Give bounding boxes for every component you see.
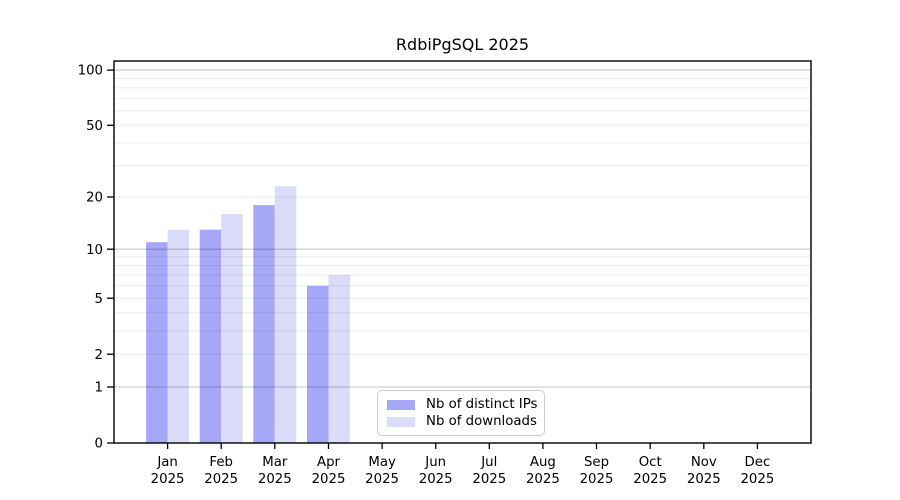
x-tick-label-month: Feb [209, 455, 233, 470]
x-tick-label-month: Jan [156, 455, 178, 470]
x-tick-label-year: 2025 [633, 472, 667, 487]
x-tick-label-month: Dec [745, 455, 771, 470]
x-tick-label-month: Mar [262, 455, 288, 470]
y-tick-label: 1 [95, 381, 103, 396]
x-tick-label-month: Sep [584, 455, 609, 470]
x-tick-label-year: 2025 [472, 472, 506, 487]
x-tick-label-year: 2025 [258, 472, 292, 487]
x-tick-label-month: Nov [691, 455, 717, 470]
bar-downloads-jan [167, 229, 190, 443]
x-tick-label-month: Oct [639, 455, 662, 470]
bar-downloads-apr [328, 275, 350, 443]
bar-distinct-ips-feb [199, 229, 222, 443]
plot-border [113, 60, 812, 444]
y-tick-label: 5 [95, 292, 103, 307]
chart-title: RdbiPgSQL 2025 [395, 35, 530, 54]
x-tick-label-month: Aug [530, 455, 556, 470]
x-tick-label-year: 2025 [151, 472, 185, 487]
bar-downloads-feb [221, 214, 243, 443]
bar-distinct-ips-jan [146, 242, 168, 443]
x-tick-label-year: 2025 [580, 472, 614, 487]
x-tick-label-year: 2025 [419, 472, 453, 487]
x-tick-label-year: 2025 [312, 472, 346, 487]
y-tick-label: 100 [78, 64, 103, 79]
legend-swatch-downloads [387, 416, 415, 427]
x-tick-label-year: 2025 [526, 472, 560, 487]
x-tick-label-year: 2025 [204, 472, 238, 487]
bar-distinct-ips-apr [307, 285, 329, 443]
legend-item-distinct-ips: Nb of distinct IPs [387, 396, 538, 413]
y-tick-label: 2 [95, 348, 103, 363]
y-tick-label: 20 [86, 191, 103, 206]
x-tick-label-month: May [368, 455, 396, 470]
x-tick-label-year: 2025 [687, 472, 721, 487]
x-tick-label-month: Jul [480, 455, 497, 470]
y-tick-label: 10 [86, 243, 103, 258]
x-tick-label-month: Apr [317, 455, 341, 470]
legend-label-downloads: Nb of downloads [426, 414, 537, 429]
legend: Nb of distinct IPs Nb of downloads [377, 390, 545, 436]
x-tick-label-month: Jun [424, 455, 446, 470]
legend-item-downloads: Nb of downloads [387, 413, 537, 430]
legend-swatch-distinct-ips [387, 399, 415, 410]
x-tick-label-year: 2025 [740, 472, 774, 487]
bar-downloads-mar [274, 186, 297, 443]
bar-distinct-ips-mar [253, 205, 275, 443]
x-tick-label-year: 2025 [365, 472, 399, 487]
y-tick-label: 0 [95, 437, 103, 452]
y-tick-label: 50 [86, 119, 103, 134]
legend-label-distinct-ips: Nb of distinct IPs [426, 397, 538, 412]
